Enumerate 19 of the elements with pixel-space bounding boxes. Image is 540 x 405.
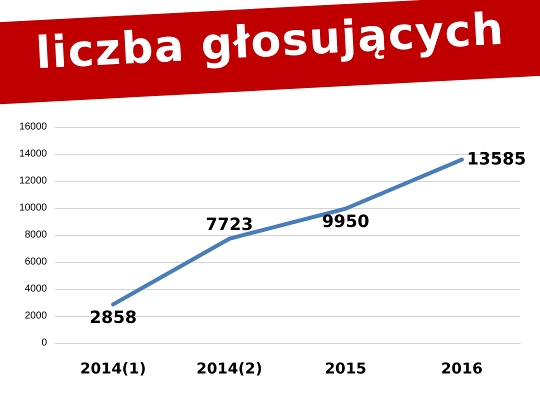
- y-tick-label: 14000: [19, 148, 48, 160]
- data-label: 2858: [89, 308, 137, 328]
- x-tick-label: 2014(2): [196, 360, 262, 378]
- y-tick-label: 10000: [19, 202, 48, 214]
- y-tick-label: 4000: [24, 284, 48, 294]
- x-tick-label: 2014(1): [80, 360, 146, 378]
- data-label: 7723: [206, 215, 254, 236]
- x-tick-label: 2015: [324, 360, 366, 378]
- y-tick-label: 6000: [24, 256, 48, 268]
- y-tick-label: 2000: [24, 310, 48, 322]
- chart-title: liczba głosujących: [34, 2, 506, 82]
- y-tick-label: 16000: [19, 122, 48, 132]
- y-tick-label: 12000: [19, 176, 48, 186]
- data-label: 9950: [322, 212, 370, 232]
- line-series: [111, 158, 464, 306]
- y-tick-label: 8000: [24, 230, 48, 240]
- x-tick-label: 2016: [441, 360, 483, 378]
- y-tick-label: 0: [41, 338, 48, 348]
- data-label: 13585: [466, 150, 526, 170]
